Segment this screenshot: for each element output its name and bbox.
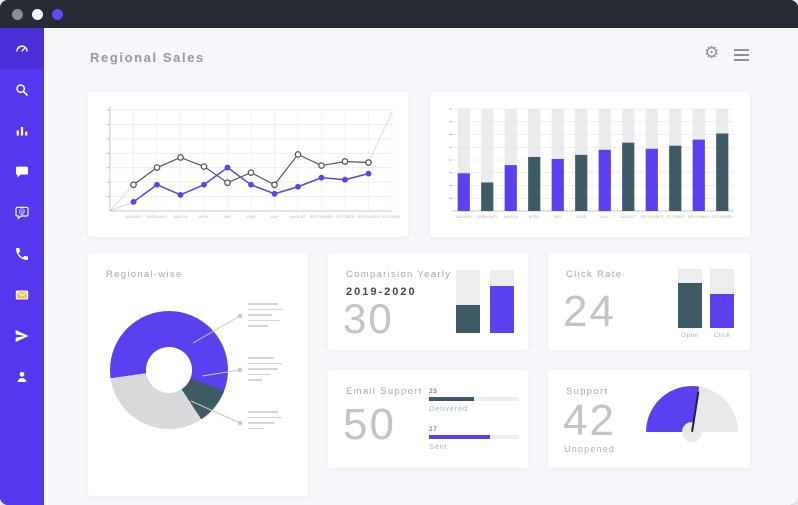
mention-icon: @ xyxy=(15,206,29,219)
svg-text:DECEMBER: DECEMBER xyxy=(381,215,400,219)
delivered-row: 23 Delivered xyxy=(429,388,519,413)
support-card: Support 42 Unopened xyxy=(548,370,750,468)
comparison-card: Comparision Yearly 2019-2020 30 xyxy=(328,253,528,350)
svg-text:JULY: JULY xyxy=(270,215,279,219)
open-bar-label: Open xyxy=(681,332,699,339)
regional-donut-card: Regional-wise xyxy=(88,253,308,496)
svg-text:OCTOBER: OCTOBER xyxy=(336,215,355,219)
window-dot-gray[interactable] xyxy=(12,8,23,20)
page-title: Regional Sales xyxy=(90,50,205,65)
svg-text:JANUARY: JANUARY xyxy=(125,215,143,219)
svg-text:MARCH: MARCH xyxy=(174,215,188,219)
send-icon xyxy=(15,329,29,342)
phone-icon xyxy=(16,247,28,260)
click-bar xyxy=(710,269,734,328)
monthly-line-chart: JANUARY FEBRUARY MARCH APRIL MAY JUNE JULY AUGU… xyxy=(107,106,400,219)
svg-text:MAY: MAY xyxy=(224,215,232,219)
email-support-card: Email Support 50 23 Delivered 27 Sent xyxy=(328,370,528,468)
window-dot-purple[interactable] xyxy=(52,8,63,20)
line-chart-card: JANUARY FEBRUARY MARCH APRIL MAY JUNE JULY AUGU… xyxy=(88,92,408,237)
chat-icon xyxy=(16,166,28,177)
click-rate-card: Click Rate 24 Open Click xyxy=(548,253,750,350)
click-rate-value: 24 xyxy=(563,287,616,336)
svg-text:SEPTEMBER: SEPTEMBER xyxy=(640,215,664,219)
sidebar-item-search[interactable] xyxy=(0,69,44,110)
user-icon xyxy=(17,371,27,382)
svg-text:APRIL: APRIL xyxy=(529,215,540,219)
hamburger-menu-icon[interactable] xyxy=(734,49,749,64)
sidebar-item-profile[interactable] xyxy=(0,356,44,397)
sidebar-item-send[interactable] xyxy=(0,315,44,356)
sidebar-item-mail[interactable] xyxy=(0,274,44,315)
search-icon xyxy=(16,83,28,96)
donut-callout-lines xyxy=(190,313,243,426)
window-dot-white[interactable] xyxy=(32,8,43,20)
sidebar-item-dashboard[interactable] xyxy=(0,28,44,69)
sidebar: @ xyxy=(0,28,44,505)
svg-text:APRIL: APRIL xyxy=(199,215,210,219)
dashboard-icon xyxy=(16,44,28,52)
svg-text:JULY: JULY xyxy=(600,215,609,219)
sidebar-item-chat[interactable] xyxy=(0,151,44,192)
gauge-hub xyxy=(682,422,702,442)
open-bar xyxy=(678,269,702,328)
svg-text:AUGUST: AUGUST xyxy=(620,215,637,219)
svg-text:NOVEMBER: NOVEMBER xyxy=(688,215,710,219)
comparison-bar-1 xyxy=(456,270,480,333)
card-title: Comparision Yearly xyxy=(346,269,452,280)
card-title: Regional-wise xyxy=(106,269,183,280)
support-subtitle: Unopened xyxy=(564,444,616,454)
series-purple xyxy=(130,164,372,205)
titlebar xyxy=(0,0,798,28)
bars xyxy=(457,133,729,211)
email-support-value: 50 xyxy=(343,400,396,449)
svg-text:OCTOBER: OCTOBER xyxy=(666,215,685,219)
delivered-bar xyxy=(429,397,519,401)
sent-bar xyxy=(429,435,519,439)
sidebar-item-mentions[interactable]: @ xyxy=(0,192,44,233)
sent-count: 27 xyxy=(429,426,438,433)
svg-text:@: @ xyxy=(19,208,26,216)
card-title: Support xyxy=(566,386,609,397)
svg-text:DECEMBER: DECEMBER xyxy=(711,215,733,219)
comparison-bar-2 xyxy=(490,270,514,333)
support-value: 42 xyxy=(563,396,616,445)
svg-text:SEPTEMBER: SEPTEMBER xyxy=(310,215,334,219)
delivered-label: Delivered xyxy=(429,403,468,413)
card-title: Click Rate xyxy=(566,269,623,280)
sidebar-item-analytics[interactable] xyxy=(0,110,44,151)
bar-chart-card: JANUARY FEBRUARY MARCH APRIL MAY JUNE JULY AUGU… xyxy=(430,92,750,237)
sidebar-item-calls[interactable] xyxy=(0,233,44,274)
comparison-years: 2019-2020 xyxy=(346,286,417,298)
settings-gear-icon[interactable]: ⚙ xyxy=(704,43,720,62)
click-bar-label: Click xyxy=(713,332,731,339)
delivered-count: 23 xyxy=(429,388,438,395)
svg-text:JUNE: JUNE xyxy=(576,215,586,219)
svg-text:JANUARY: JANUARY xyxy=(455,215,473,219)
support-gauge-chart xyxy=(646,386,738,432)
regional-donut-chart xyxy=(110,311,228,429)
series-dark xyxy=(130,151,372,189)
svg-text:MAY: MAY xyxy=(554,215,562,219)
sent-label: Sent xyxy=(429,441,448,451)
mail-icon xyxy=(15,289,29,300)
main-content: Regional Sales ⚙ JANUARY FEBRUARY MARCH APR… xyxy=(44,28,798,505)
card-title: Email Support xyxy=(346,386,423,397)
svg-text:FEBRUARY: FEBRUARY xyxy=(477,215,498,219)
svg-text:FEBRUARY: FEBRUARY xyxy=(147,215,168,219)
svg-text:JUNE: JUNE xyxy=(246,215,256,219)
monthly-bar-chart: JANUARY FEBRUARY MARCH APRIL MAY JUNE JULY AUGU… xyxy=(449,108,734,219)
svg-text:MARCH: MARCH xyxy=(504,215,518,219)
sent-row: 27 Sent xyxy=(429,426,519,451)
bar-chart-icon xyxy=(16,126,28,136)
svg-text:AUGUST: AUGUST xyxy=(290,215,307,219)
comparison-value: 30 xyxy=(343,295,394,342)
svg-text:NOVEMBER: NOVEMBER xyxy=(358,215,380,219)
